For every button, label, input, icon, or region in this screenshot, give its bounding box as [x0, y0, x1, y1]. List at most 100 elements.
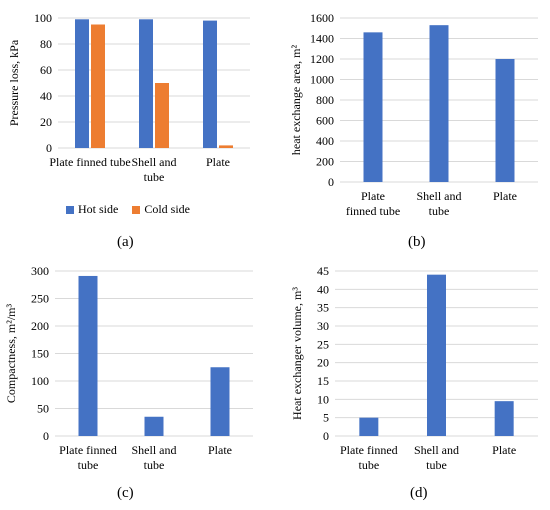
bar-series-2: [494, 401, 514, 436]
x-tick-label-line: tube: [144, 170, 165, 184]
bar-hot-side-2: [203, 20, 217, 149]
y-tick-label: 25: [317, 337, 329, 351]
chart-panel-d: 0 5 10 15 20 25 30 35 40 45 Heat exchanger volume,…: [285, 260, 550, 472]
x-tick-label: Shell and tube: [417, 189, 462, 218]
panel-label-a: (a): [117, 234, 134, 250]
x-tick-label: Shell and tube: [132, 443, 177, 472]
y-tick-label: 5: [323, 411, 329, 425]
y-tick-label: 1400: [310, 32, 334, 46]
y-tick-label: 600: [316, 114, 334, 128]
legend-label-cold: Cold side: [144, 202, 191, 216]
x-tick-label-line: Plate: [361, 189, 385, 203]
chart-b-svg: 0 200 400 600 800 1000 1200 1400 1600 heat exchan…: [289, 11, 538, 218]
chart-a-svg: 0 20 40 60 80 100 Pressure loss, kPa Plate finn…: [7, 11, 250, 184]
bar-hot-side-1: [139, 19, 153, 148]
chart-d-svg: 0 5 10 15 20 25 30 35 40 45 Heat exchanger volume,…: [290, 264, 538, 472]
y-tick-label: 200: [31, 319, 49, 333]
y-tick-label: 0: [46, 141, 52, 155]
bar-cold-side-1: [155, 83, 169, 148]
x-tick-label-line: Plate: [206, 155, 230, 169]
y-tick-label: 60: [40, 63, 52, 77]
legend-label-hot: Hot side: [78, 202, 119, 216]
x-tick-label-line: tube: [429, 204, 450, 218]
chart-panel-a: 0 20 40 60 80 100 Pressure loss, kPa Plate finn…: [0, 0, 265, 220]
bar-series-1: [144, 416, 164, 436]
x-tick-label-line: Shell and: [132, 155, 177, 169]
x-tick-label-line: Shell and: [414, 443, 459, 457]
bar-series-1: [427, 274, 446, 436]
x-tick-label: Plate finned tube: [49, 155, 130, 169]
y-tick-label: 45: [317, 264, 329, 278]
bar-series-0: [359, 417, 379, 436]
x-tick-label: Plate: [492, 443, 516, 457]
y-tick-label: 50: [37, 402, 49, 416]
bar-series-0: [78, 275, 98, 436]
x-tick-label: Plate finned tube: [340, 443, 398, 472]
y-tick-label: 30: [317, 319, 329, 333]
y-tick-label: 100: [34, 11, 52, 25]
y-tick-label: 200: [316, 155, 334, 169]
chart-c-svg: 0 50 100 150 200 250 300 Compactness, m²/m³ Plat…: [4, 264, 253, 472]
legend-item-hot: Hot side: [66, 202, 118, 217]
x-tick-label-line: Plate finned: [340, 443, 398, 457]
y-tick-label: 100: [31, 374, 49, 388]
x-tick-label-line: Plate: [208, 443, 232, 457]
y-tick-label: 0: [323, 429, 329, 443]
y-tick-label: 300: [31, 264, 49, 278]
bar-series-0: [363, 32, 383, 182]
y-axis-label: Pressure loss, kPa: [7, 39, 21, 126]
y-tick-label: 15: [317, 374, 329, 388]
x-tick-label-line: Plate: [493, 189, 517, 203]
legend-item-cold: Cold side: [132, 202, 190, 217]
x-tick-label-line: Plate finned: [59, 443, 117, 457]
y-tick-label: 1600: [310, 11, 334, 25]
y-axis-label: Compactness, m²/m³: [4, 304, 18, 404]
x-tick-label-line: tube: [78, 458, 99, 472]
x-tick-label: Plate finned tube: [59, 443, 117, 472]
bar-hot-side-0: [75, 19, 89, 148]
legend-swatch-hot: [66, 205, 74, 214]
y-tick-label: 20: [317, 356, 329, 370]
bar-series-1: [429, 25, 449, 182]
chart-panel-c: 0 50 100 150 200 250 300 Compactness, m²/m³ Plat…: [0, 260, 265, 472]
chart-panel-b: 0 200 400 600 800 1000 1200 1400 1600 heat exchan…: [285, 0, 550, 230]
panel-label-c: (c): [117, 485, 134, 501]
x-tick-label: Plate finned tube: [346, 189, 400, 218]
y-tick-label: 0: [43, 429, 49, 443]
y-axis-label: Heat exchanger volume, m³: [290, 287, 304, 420]
y-axis-label: heat exchange area, m²: [289, 45, 303, 156]
x-tick-label: Plate: [208, 443, 232, 457]
bar-series-2: [210, 367, 230, 436]
legend-swatch-cold: [132, 205, 141, 214]
y-tick-label: 0: [328, 175, 334, 189]
y-tick-label: 1000: [310, 73, 334, 87]
y-tick-label: 1200: [310, 52, 334, 66]
y-tick-label: 250: [31, 292, 49, 306]
bar-cold-side-2: [219, 145, 233, 148]
y-tick-label: 400: [316, 134, 334, 148]
x-tick-label-line: Shell and: [132, 443, 177, 457]
x-tick-label: Shell and tube: [132, 155, 177, 184]
legend-a: Hot side Cold side: [66, 202, 190, 217]
panel-label-d: (d): [410, 485, 428, 501]
x-tick-label: Plate: [206, 155, 230, 169]
x-tick-label-line: tube: [426, 458, 447, 472]
bar-cold-side-0: [91, 24, 105, 148]
x-tick-label-line: Plate finned tube: [49, 155, 130, 169]
y-tick-label: 40: [40, 89, 52, 103]
x-tick-label-line: tube: [144, 458, 165, 472]
y-tick-label: 20: [40, 115, 52, 129]
x-tick-label: Plate: [493, 189, 517, 203]
panel-label-b: (b): [408, 234, 426, 250]
y-tick-label: 40: [317, 282, 329, 296]
x-tick-label-line: Plate: [492, 443, 516, 457]
y-tick-label: 800: [316, 93, 334, 107]
x-tick-label-line: tube: [358, 458, 379, 472]
y-tick-label: 35: [317, 301, 329, 315]
bar-series-2: [495, 59, 515, 182]
x-tick-label-line: finned tube: [346, 204, 400, 218]
y-tick-label: 10: [317, 392, 329, 406]
y-tick-label: 80: [40, 37, 52, 51]
y-tick-label: 150: [31, 347, 49, 361]
x-tick-label-line: Shell and: [417, 189, 462, 203]
